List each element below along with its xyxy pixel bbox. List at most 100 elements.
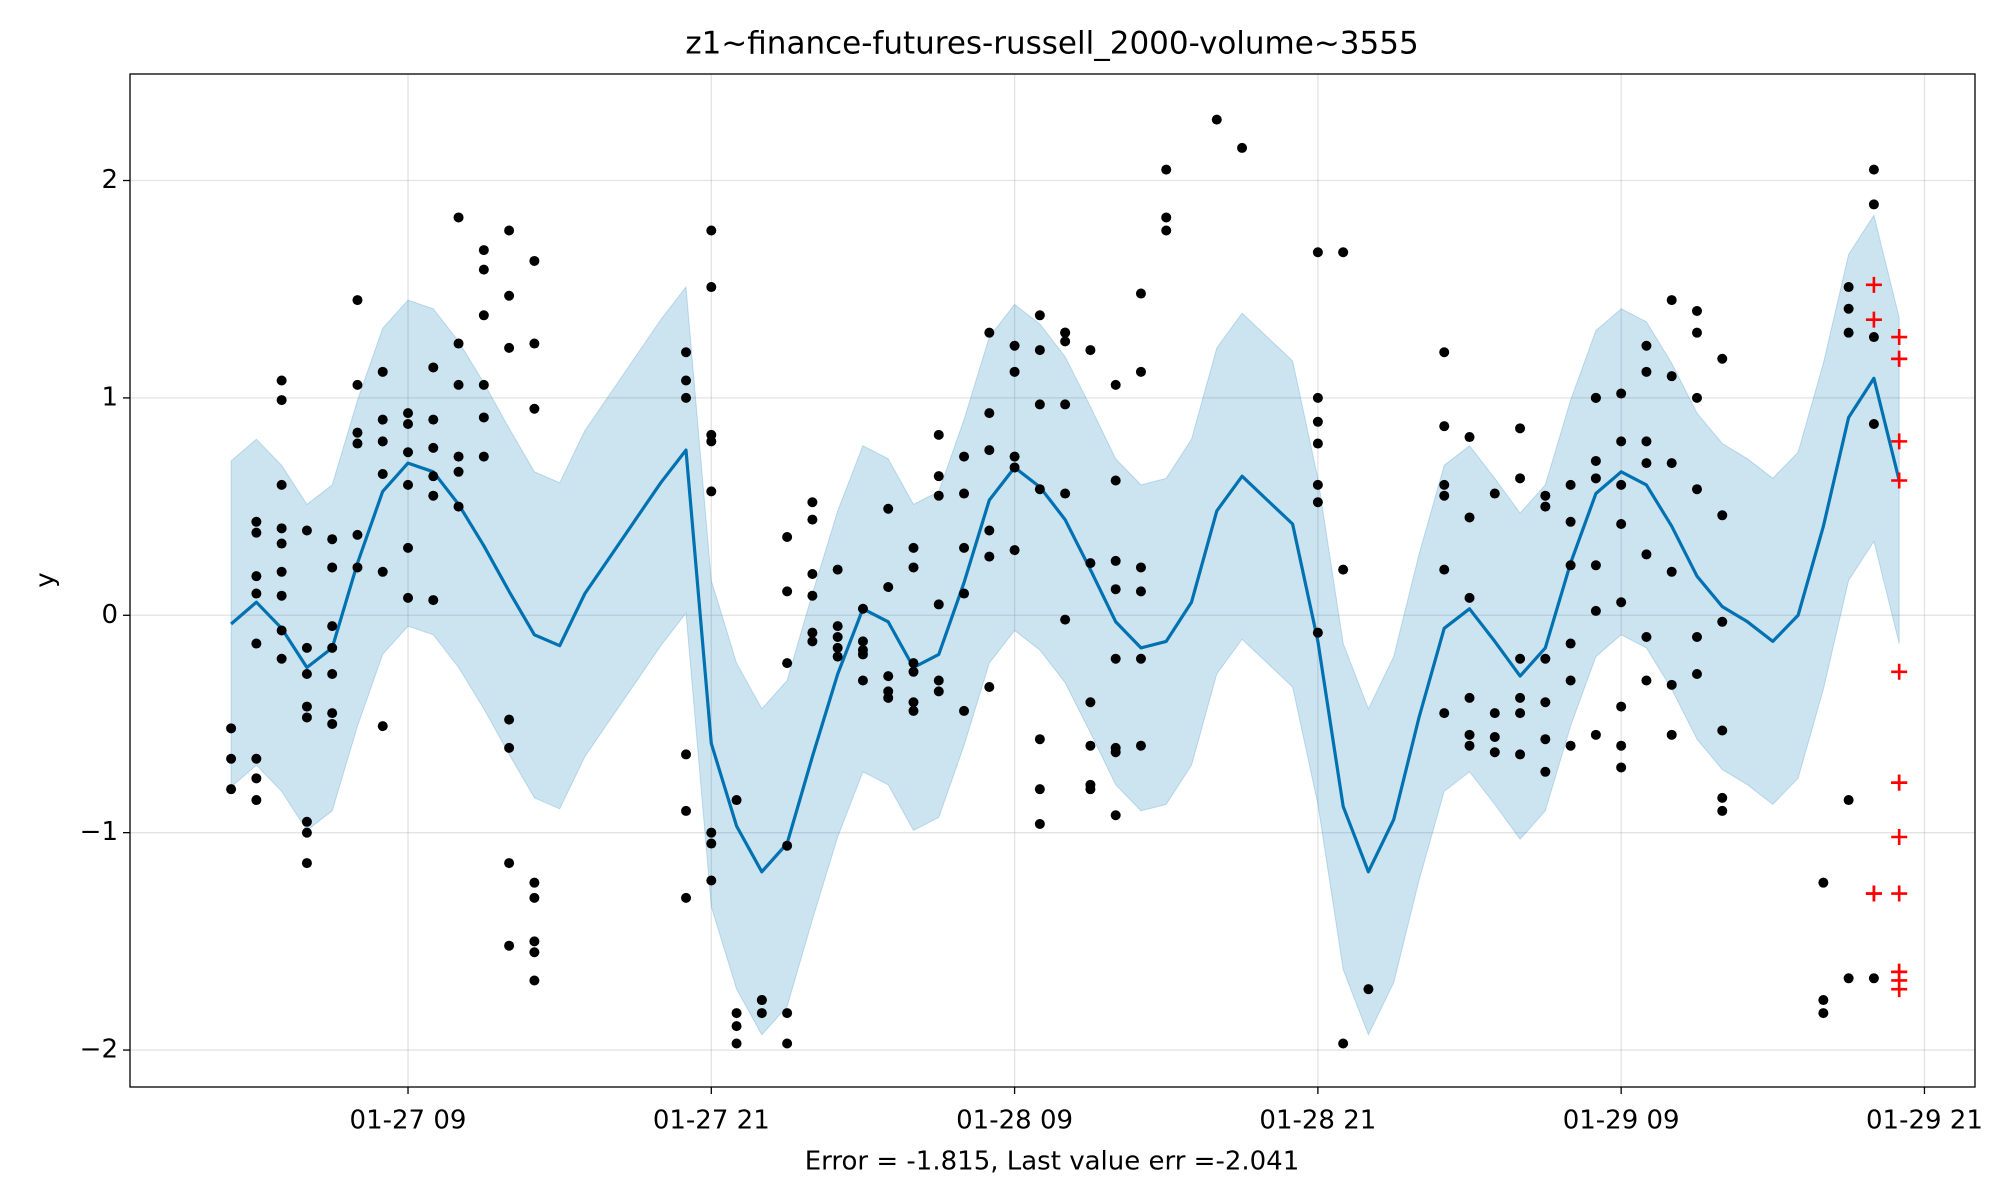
observed-point bbox=[959, 705, 970, 716]
observed-point bbox=[1085, 740, 1096, 751]
observed-point bbox=[1312, 479, 1323, 490]
observed-point bbox=[478, 245, 489, 256]
observed-point bbox=[1641, 675, 1652, 686]
observed-point bbox=[1211, 114, 1222, 125]
observed-point bbox=[1717, 725, 1728, 736]
x-tick-label: 01-28 21 bbox=[1259, 1106, 1376, 1136]
observed-point bbox=[1540, 766, 1551, 777]
observed-point bbox=[1691, 632, 1702, 643]
observed-point bbox=[1515, 708, 1526, 719]
y-tick-label: 1 bbox=[101, 382, 118, 412]
observed-point bbox=[1161, 225, 1172, 236]
observed-point bbox=[706, 429, 717, 440]
observed-point bbox=[453, 212, 464, 223]
observed-point bbox=[1464, 592, 1475, 603]
observed-point bbox=[1489, 708, 1500, 719]
observed-point bbox=[1439, 708, 1450, 719]
observed-point bbox=[706, 225, 717, 236]
observed-point bbox=[1110, 742, 1121, 753]
axes-frame bbox=[129, 73, 1976, 1088]
observed-point bbox=[428, 442, 439, 453]
observed-point bbox=[807, 497, 818, 508]
observed-point bbox=[1590, 605, 1601, 616]
observed-point bbox=[1060, 488, 1071, 499]
observed-point bbox=[731, 1021, 742, 1032]
observed-point bbox=[1489, 747, 1500, 758]
observed-point bbox=[301, 642, 312, 653]
observed-point bbox=[327, 534, 338, 545]
observed-point bbox=[1540, 697, 1551, 708]
observed-point bbox=[908, 562, 919, 573]
observed-point bbox=[984, 525, 995, 536]
observed-point bbox=[1641, 340, 1652, 351]
test-point bbox=[1891, 774, 1908, 791]
observed-point bbox=[782, 658, 793, 669]
y-tick-label: −1 bbox=[80, 817, 118, 847]
observed-point bbox=[1110, 584, 1121, 595]
observed-point bbox=[1717, 353, 1728, 364]
observed-point bbox=[1009, 366, 1020, 377]
observed-point bbox=[807, 636, 818, 647]
uncertainty-band bbox=[230, 214, 1900, 1037]
observed-point bbox=[807, 568, 818, 579]
observed-point bbox=[529, 338, 540, 349]
observed-point bbox=[1009, 545, 1020, 556]
y-axis-label: y bbox=[31, 572, 61, 587]
test-point bbox=[1865, 311, 1882, 328]
observed-point bbox=[1110, 379, 1121, 390]
observed-point bbox=[352, 379, 363, 390]
observed-point bbox=[377, 414, 388, 425]
observed-point bbox=[1868, 164, 1879, 175]
observed-point bbox=[959, 542, 970, 553]
observed-point bbox=[1515, 692, 1526, 703]
observed-point bbox=[1009, 451, 1020, 462]
observed-point bbox=[1034, 484, 1045, 495]
observed-point bbox=[984, 327, 995, 338]
observed-point bbox=[857, 603, 868, 614]
x-tick-label: 01-28 09 bbox=[956, 1106, 1073, 1136]
observed-point bbox=[933, 429, 944, 440]
observed-point bbox=[681, 392, 692, 403]
observed-point bbox=[1110, 475, 1121, 486]
observed-point bbox=[1338, 247, 1349, 258]
observed-point bbox=[1616, 436, 1627, 447]
observed-point bbox=[1135, 288, 1146, 299]
observed-point bbox=[453, 451, 464, 462]
plot-area bbox=[226, 114, 1908, 1049]
observed-point bbox=[1439, 347, 1450, 358]
observed-point bbox=[1666, 679, 1677, 690]
observed-point bbox=[1691, 392, 1702, 403]
observed-point bbox=[1338, 1038, 1349, 1049]
observed-point bbox=[1868, 199, 1879, 210]
observed-point bbox=[1312, 247, 1323, 258]
observed-point bbox=[1439, 490, 1450, 501]
observed-point bbox=[251, 516, 262, 527]
test-point bbox=[1891, 885, 1908, 902]
observed-point bbox=[1843, 282, 1854, 293]
observed-point bbox=[1616, 479, 1627, 490]
observed-point bbox=[377, 366, 388, 377]
observed-point bbox=[731, 795, 742, 806]
observed-point bbox=[681, 347, 692, 358]
observed-point bbox=[1312, 627, 1323, 638]
test-point bbox=[1891, 829, 1908, 846]
observed-point bbox=[681, 375, 692, 386]
observed-point bbox=[908, 542, 919, 553]
observed-point bbox=[1641, 436, 1652, 447]
observed-point bbox=[1691, 484, 1702, 495]
observed-point bbox=[984, 445, 995, 456]
observed-point bbox=[1034, 784, 1045, 795]
observed-point bbox=[1060, 336, 1071, 347]
observed-point bbox=[1161, 212, 1172, 223]
observed-point bbox=[1616, 762, 1627, 773]
observed-point bbox=[1616, 388, 1627, 399]
observed-point bbox=[352, 529, 363, 540]
observed-point bbox=[1616, 518, 1627, 529]
observed-point bbox=[352, 295, 363, 306]
observed-point bbox=[706, 282, 717, 293]
observed-point bbox=[807, 590, 818, 601]
observed-point bbox=[933, 675, 944, 686]
observed-point bbox=[327, 708, 338, 719]
observed-point bbox=[301, 858, 312, 869]
observed-point bbox=[959, 451, 970, 462]
